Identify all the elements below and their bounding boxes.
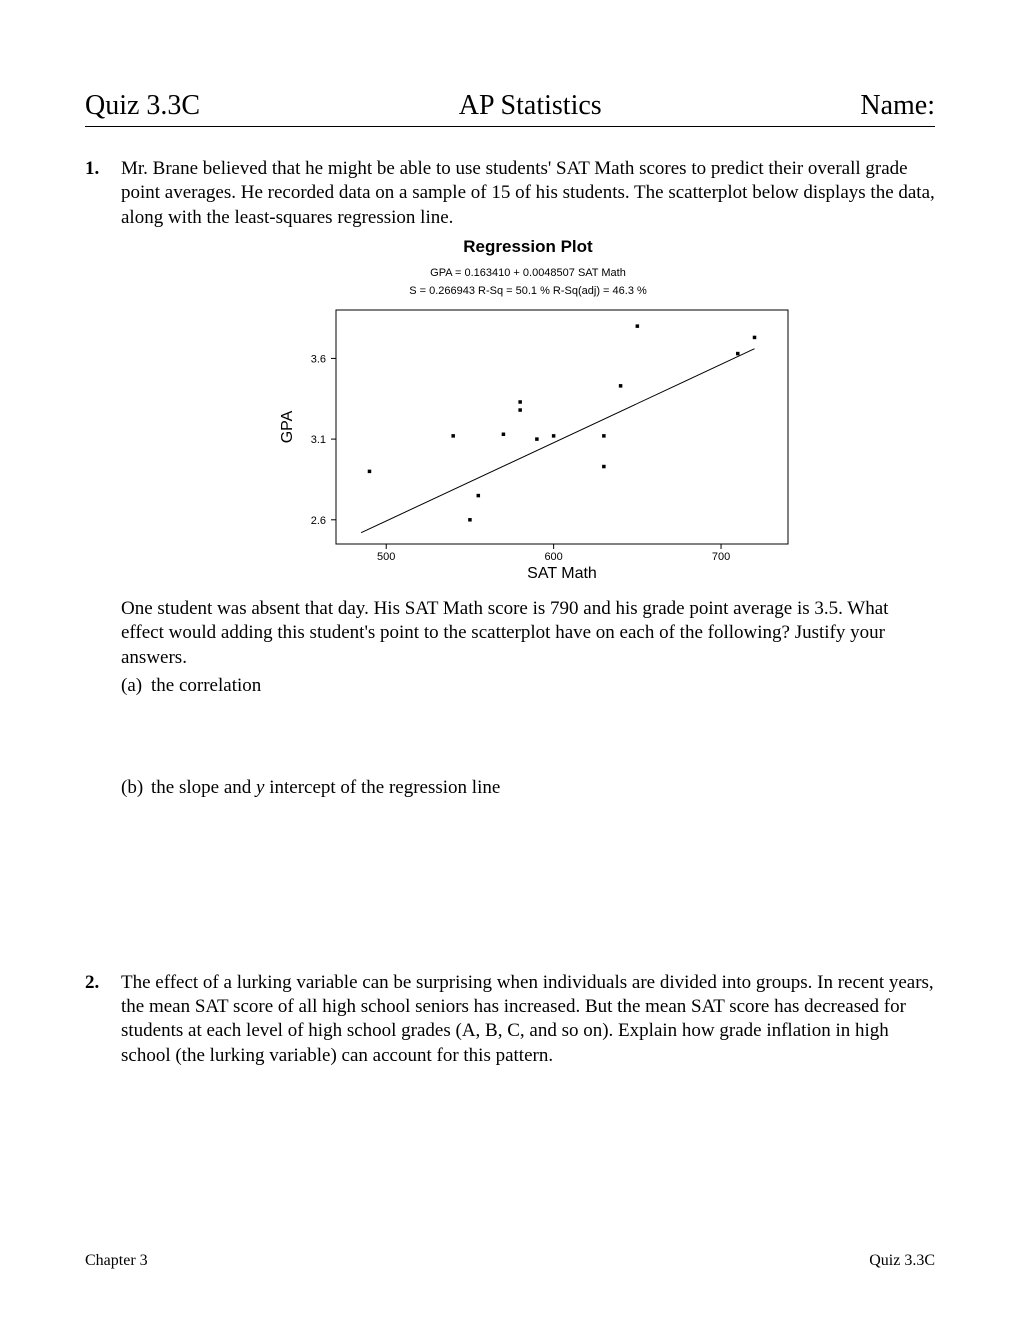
header-center: AP Statistics (459, 90, 602, 122)
page-header: Quiz 3.3C AP Statistics Name: (85, 90, 935, 127)
q1-intro-text: Mr. Brane believed that he might be able… (121, 157, 935, 230)
svg-text:600: 600 (544, 551, 562, 563)
q1-after-chart-text: One student was absent that day. His SAT… (121, 597, 935, 670)
questions-list: 1. Mr. Brane believed that he might be a… (85, 157, 935, 1068)
q2-text: The effect of a lurking variable can be … (121, 971, 935, 1068)
header-left: Quiz 3.3C (85, 90, 200, 122)
footer-left: Chapter 3 (85, 1252, 148, 1270)
svg-text:700: 700 (712, 551, 730, 563)
q1-body: Mr. Brane believed that he might be able… (121, 157, 935, 941)
chart-stats: S = 0.266943 R-Sq = 50.1 % R-Sq(adj) = 4… (121, 284, 935, 298)
chart-svg: 500 600 700 2.6 3.1 3.6 SAT Math GPA (258, 304, 798, 584)
q1a-text: the correlation (151, 674, 935, 698)
q1b-prefix: the slope and (151, 777, 256, 798)
q1-subparts: (a) the correlation (b) the slope and y … (121, 674, 935, 801)
chart-title: Regression Plot (121, 236, 935, 258)
svg-text:GPA: GPA (279, 410, 296, 443)
q1-number: 1. (85, 157, 121, 941)
svg-text:2.6: 2.6 (311, 515, 326, 527)
svg-text:SAT Math: SAT Math (527, 565, 597, 582)
regression-chart: Regression Plot GPA = 0.163410 + 0.00485… (121, 236, 935, 591)
q1b-suffix: intercept of the regression line (264, 777, 500, 798)
page: Quiz 3.3C AP Statistics Name: 1. Mr. Bra… (0, 0, 1020, 1320)
svg-text:3.1: 3.1 (311, 434, 326, 446)
content-body: 1. Mr. Brane believed that he might be a… (85, 157, 935, 1068)
svg-text:3.6: 3.6 (311, 353, 326, 365)
q1b: (b) the slope and y intercept of the reg… (121, 776, 935, 800)
footer-right: Quiz 3.3C (869, 1252, 935, 1270)
q1a: (a) the correlation (121, 674, 935, 698)
chart-equation: GPA = 0.163410 + 0.0048507 SAT Math (121, 266, 935, 280)
q1b-label: (b) (121, 776, 151, 800)
q2-number: 2. (85, 971, 121, 1068)
q2-body: The effect of a lurking variable can be … (121, 971, 935, 1068)
q1a-label: (a) (121, 674, 151, 698)
question-1: 1. Mr. Brane believed that he might be a… (85, 157, 935, 941)
svg-text:500: 500 (377, 551, 395, 563)
header-right: Name: (860, 90, 935, 122)
question-2: 2. The effect of a lurking variable can … (85, 971, 935, 1068)
q1b-text: the slope and y intercept of the regress… (151, 776, 935, 800)
page-footer: Chapter 3 Quiz 3.3C (85, 1252, 935, 1270)
